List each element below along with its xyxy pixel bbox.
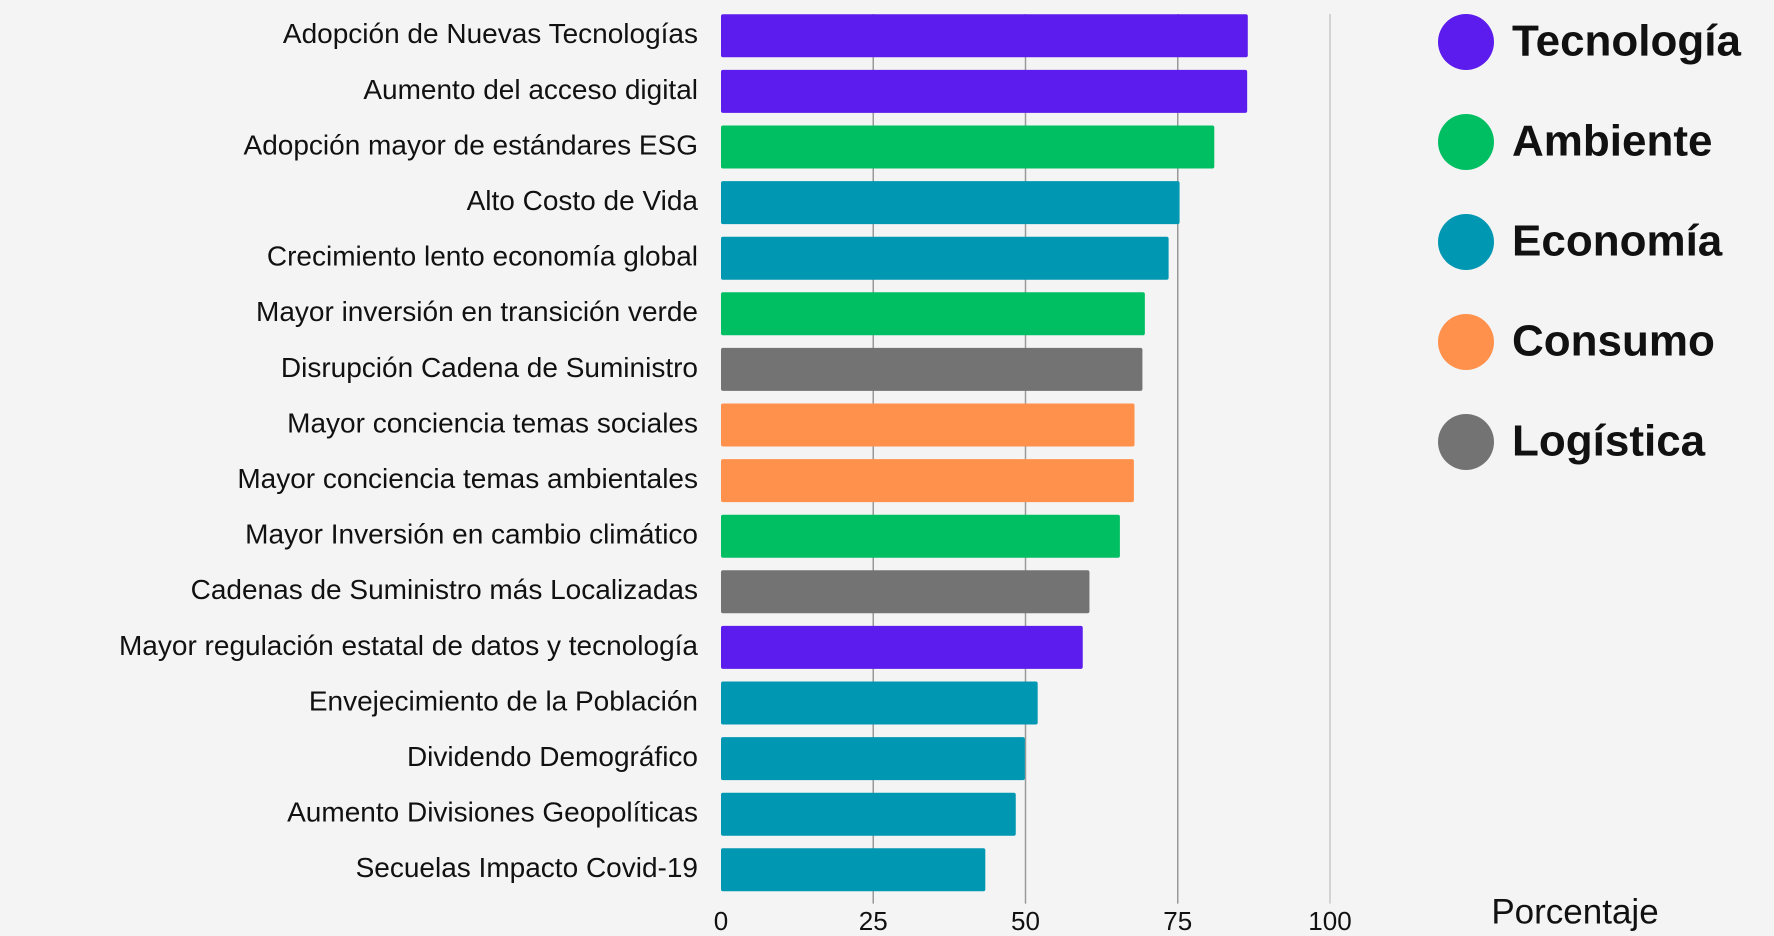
bar <box>721 403 1135 447</box>
y-tick-label: Aumento del acceso digital <box>363 74 698 105</box>
bar <box>721 14 1248 58</box>
y-tick-label: Disrupción Cadena de Suministro <box>281 352 698 383</box>
bar <box>721 69 1248 113</box>
legend-label: Consumo <box>1512 317 1715 366</box>
y-tick-label: Crecimiento lento economía global <box>267 241 698 272</box>
legend-label: Economía <box>1512 217 1723 266</box>
bar <box>721 347 1143 391</box>
bar <box>721 570 1090 614</box>
bar <box>721 792 1016 836</box>
bar <box>721 737 1025 781</box>
y-tick-label: Envejecimiento de la Población <box>309 685 698 716</box>
bar <box>721 181 1180 225</box>
legend-swatch <box>1438 114 1494 170</box>
x-tick-label: 0 <box>714 906 728 936</box>
y-tick-label: Mayor inversión en transición verde <box>256 296 698 327</box>
y-tick-label: Alto Costo de Vida <box>467 185 699 216</box>
y-tick-label: Mayor conciencia temas sociales <box>287 407 698 438</box>
y-tick-label: Secuelas Impacto Covid-19 <box>356 852 698 883</box>
bar <box>721 681 1038 725</box>
y-tick-label: Cadenas de Suministro más Localizadas <box>191 574 698 605</box>
bar <box>721 848 986 892</box>
legend-label: Ambiente <box>1512 117 1712 166</box>
bar <box>721 625 1083 669</box>
bar <box>721 459 1134 503</box>
bar <box>721 125 1215 169</box>
bar <box>721 292 1145 336</box>
y-tick-label: Mayor regulación estatal de datos y tecn… <box>119 630 698 661</box>
y-tick-label: Mayor Inversión en cambio climático <box>245 519 698 550</box>
y-tick-label: Adopción de Nuevas Tecnologías <box>283 18 698 49</box>
x-axis-title: Porcentaje <box>1491 892 1658 931</box>
x-tick-label: 75 <box>1163 906 1192 936</box>
y-tick-label: Aumento Divisiones Geopolíticas <box>287 797 698 828</box>
bar <box>721 236 1169 280</box>
legend-label: Tecnología <box>1512 17 1742 66</box>
legend-swatch <box>1438 14 1494 70</box>
y-tick-label: Adopción mayor de estándares ESG <box>244 129 698 160</box>
legend-swatch <box>1438 214 1494 270</box>
y-tick-label: Dividendo Demográfico <box>407 741 698 772</box>
x-tick-label: 100 <box>1308 906 1351 936</box>
x-tick-label: 25 <box>859 906 888 936</box>
legend-swatch <box>1438 314 1494 370</box>
y-tick-label: Mayor conciencia temas ambientales <box>237 463 698 494</box>
legend-label: Logística <box>1512 417 1706 466</box>
legend-swatch <box>1438 414 1494 470</box>
bar <box>721 514 1120 558</box>
x-tick-label: 50 <box>1011 906 1040 936</box>
